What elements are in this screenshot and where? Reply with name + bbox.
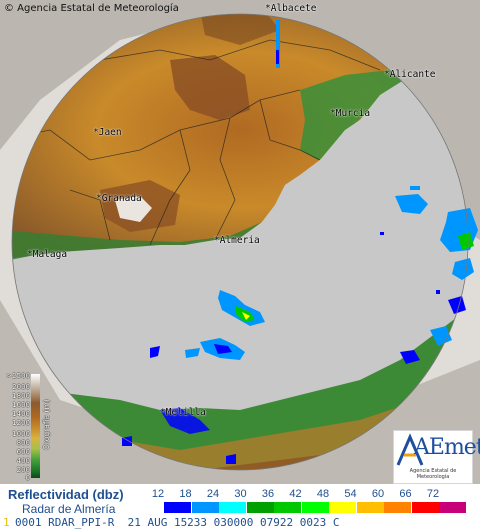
legend-swatch [164,502,191,513]
sierra-nevada-snow [115,196,152,222]
oro-tick: >2500 [6,372,30,380]
city-alicante: *Alicante [384,69,436,80]
legend-value: 30 [234,488,247,500]
legend-subtitle: Radar de Almería [22,502,116,516]
logo-subtitle: Agencia Estatal de Meteorología [409,468,457,480]
radar-product-info: 0001 RDAR_PPI-R 21 AUG 15233 030000 0792… [15,516,340,529]
legend-swatch [384,502,411,513]
legend-value: 48 [316,488,330,500]
legend-value: 54 [344,488,357,500]
legend-swatch [219,502,246,513]
city-marker-icon: * [27,249,33,260]
legend-swatch [356,502,384,513]
city-albacete: *Albacete [265,3,317,14]
legend-swatch [274,502,301,513]
radar-map: © Agencia Estatal de Meteorología *Albac… [0,0,480,484]
city-marker-icon: * [96,193,102,204]
legend-swatch [439,502,466,513]
city-granada: *Granada [96,193,142,204]
city-marker-icon: * [265,3,271,14]
city-murcia: *Murcia [330,108,371,119]
sea [12,60,468,410]
oro-tick: 1200 [12,419,30,427]
legend-value: 72 [426,488,440,500]
city-jaen: *Jaen [93,127,122,138]
legend-title: Reflectividad (dbz) [8,487,124,502]
legend-values: 12 18 24 30 36 42 48 54 60 66 72 [144,488,480,502]
radar-echoes [122,20,478,464]
city-marker-icon: * [93,127,99,138]
city-almeria: *Almeria [214,235,260,246]
legend-value: 66 [399,488,412,500]
legend-swatch [191,502,219,513]
oro-tick: 1400 [12,410,30,418]
info-mark: 1 [3,516,10,529]
legend-swatch [246,502,274,513]
legend-value: 12 [151,488,165,500]
legend-swatch [329,502,356,513]
oro-tick: 2000 [12,383,30,391]
city-marker-icon: * [160,407,166,418]
legend-value: 24 [206,488,220,500]
legend-value: 42 [289,488,302,500]
oro-tick: 400 [16,457,30,465]
oro-tick: 1600 [12,401,30,409]
oro-tick: 1000 [12,430,30,438]
city-marker-icon: * [384,69,390,80]
city-malaga: *Malaga [27,249,68,260]
orography-scale: >2500 2000 1800 1600 1400 1200 1000 800 … [4,372,51,482]
aemet-logo: AEmet Agencia Estatal de Meteorología [393,430,480,484]
legend-swatch [411,502,439,513]
oro-tick: 200 [16,466,30,474]
aemet-logo-icon [396,433,424,466]
radar-map-svg [0,0,480,484]
legend-value: 18 [179,488,192,500]
orography-title: Orografía (m) [42,399,51,450]
legend-value: 36 [261,488,275,500]
oro-tick: 800 [16,439,30,447]
city-marker-icon: * [330,108,336,119]
info-strip: 1 0001 RDAR_PPI-R 21 AUG 15233 030000 07… [0,514,480,530]
oro-tick: 0 [25,474,30,482]
oro-tick: 600 [16,448,30,456]
logo-text: AEmet [414,435,480,460]
oro-tick: 1800 [12,392,30,400]
city-melilla: *Melilla [160,407,206,418]
copyright-text: © Agencia Estatal de Meteorología [4,3,179,14]
orography-color-bar [31,374,40,478]
legend-value: 60 [371,488,385,500]
city-marker-icon: * [214,235,220,246]
legend-swatch [301,502,329,513]
